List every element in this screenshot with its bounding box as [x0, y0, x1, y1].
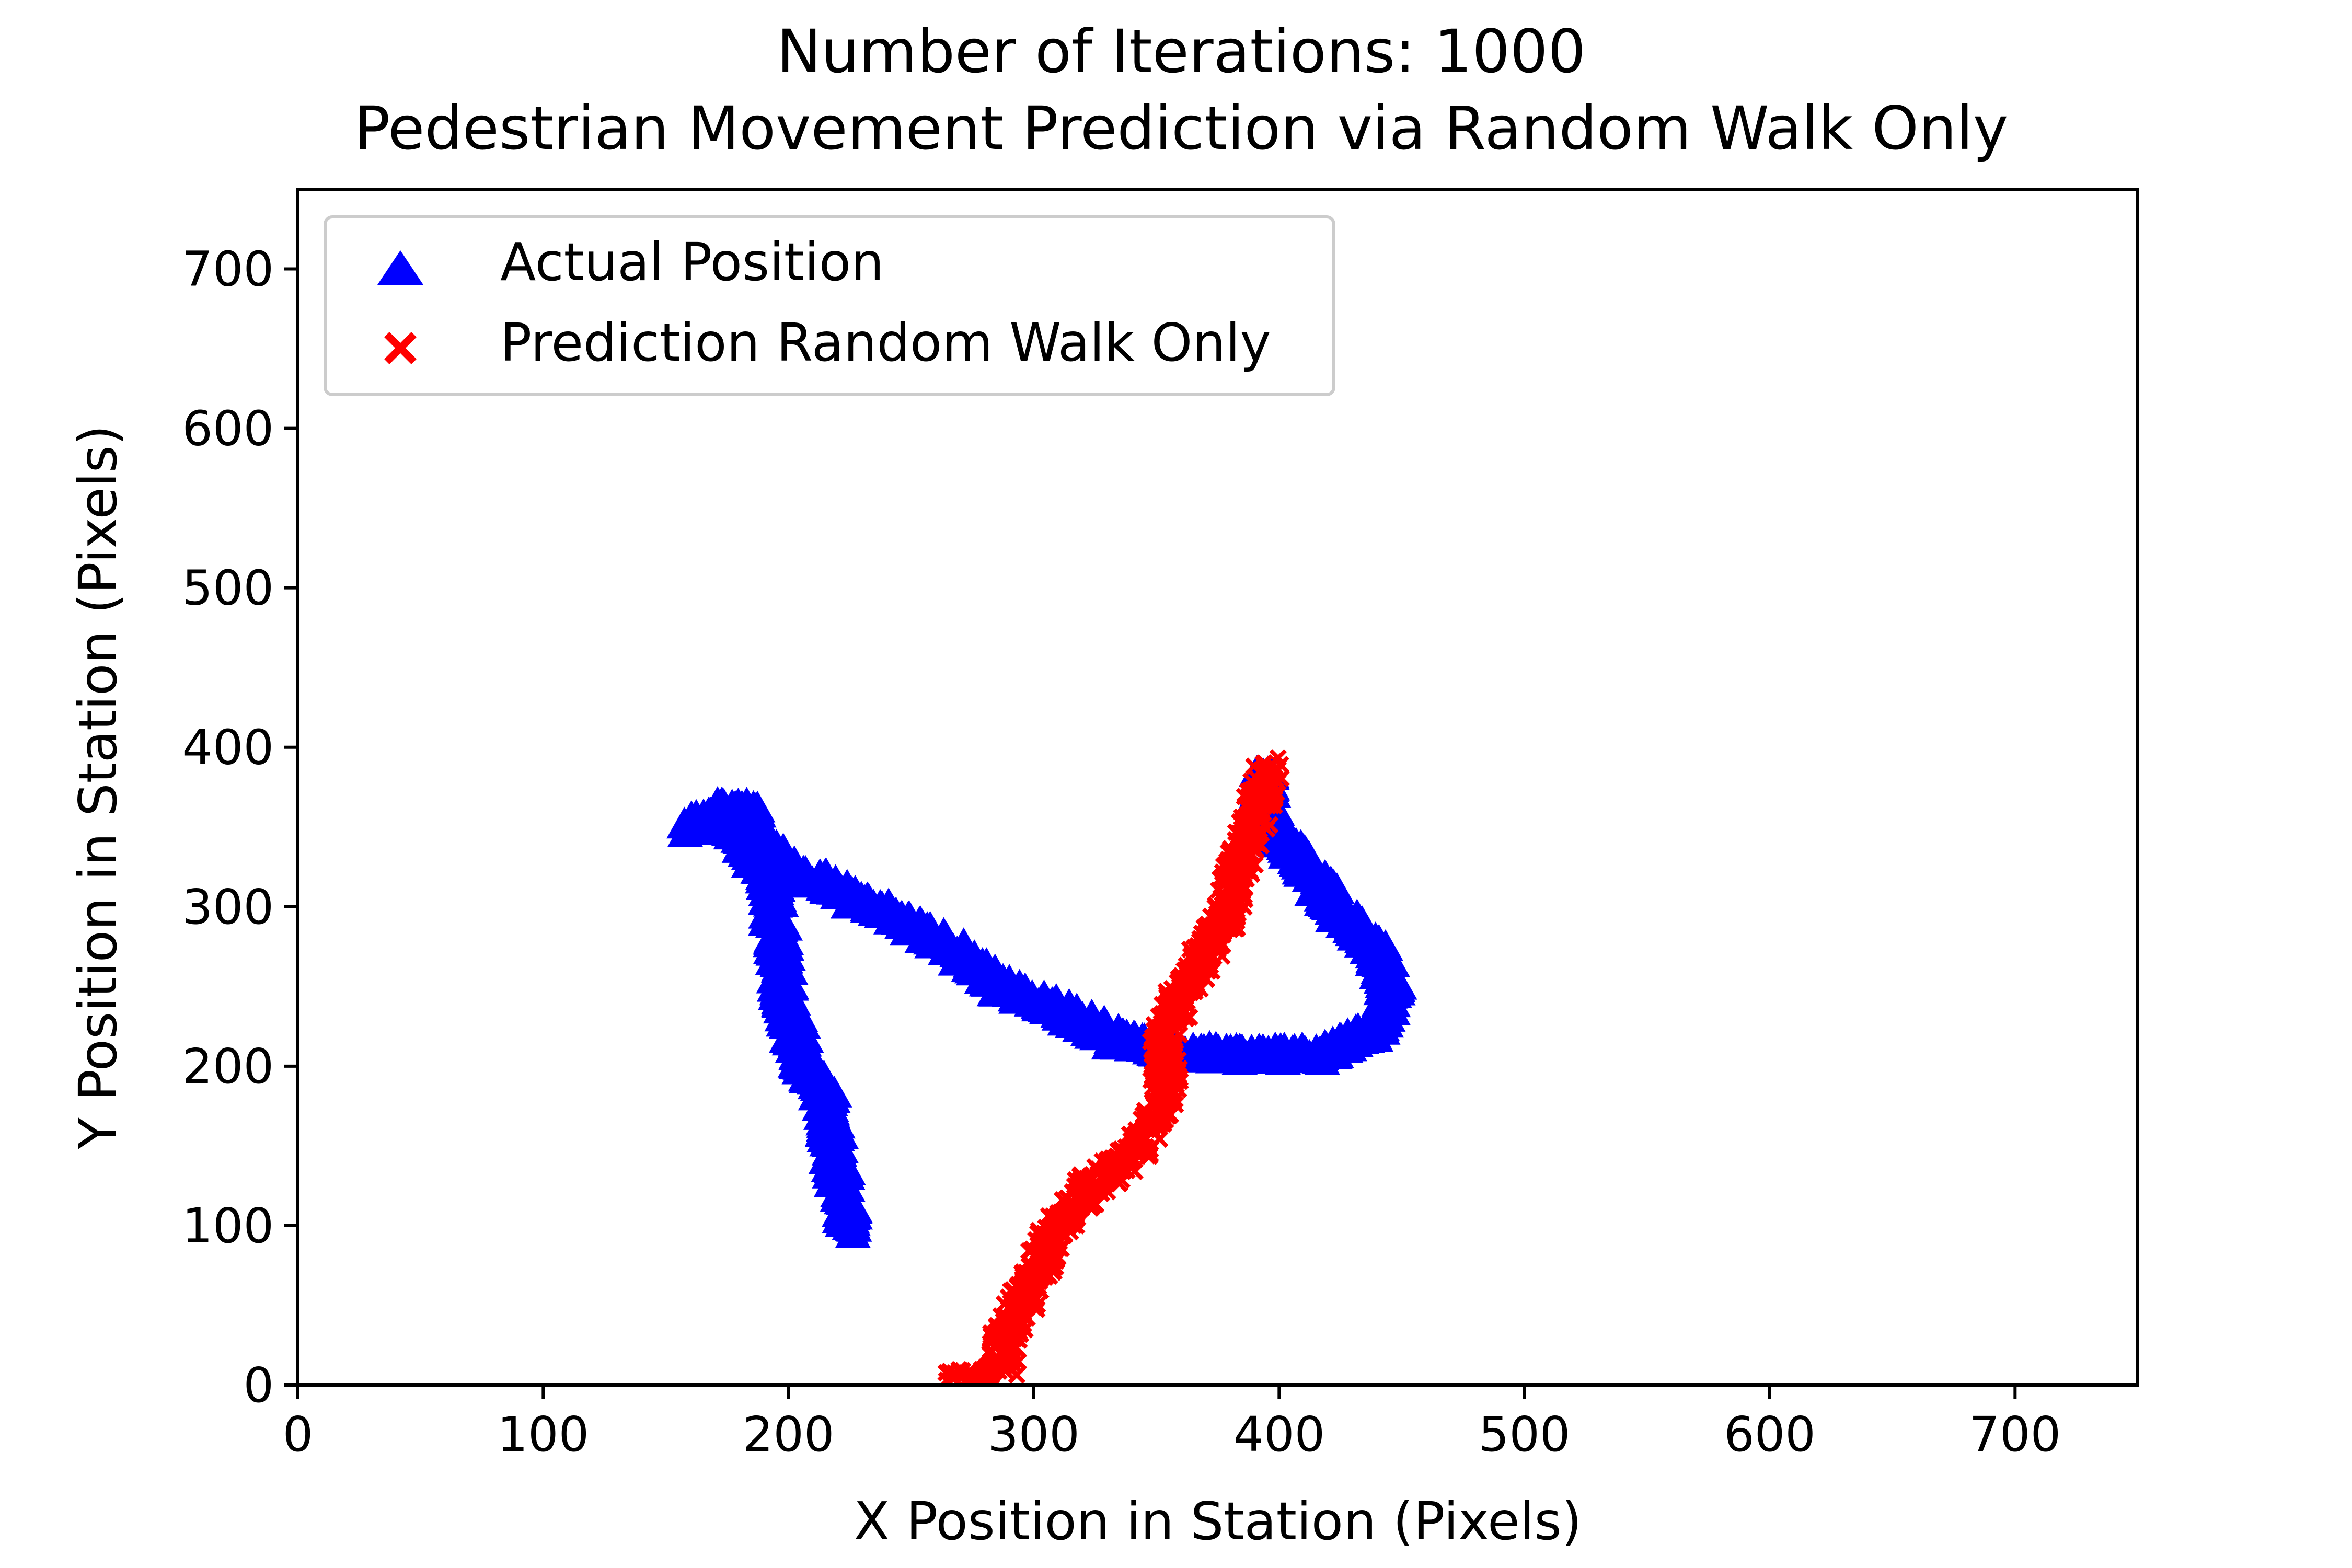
legend-label-actual: Actual Position: [500, 232, 884, 293]
prediction-point: [1008, 1366, 1026, 1384]
y-tick-label: 600: [182, 401, 274, 457]
prediction-point: [1008, 1295, 1027, 1313]
x-tick-label: 100: [498, 1406, 590, 1462]
x-tick-label: 400: [1233, 1406, 1325, 1462]
y-tick-label: 400: [182, 720, 274, 776]
x-axis-label: X Position in Station (Pixels): [854, 1491, 1582, 1552]
plot-frame: [296, 188, 2139, 1387]
actual-position-series: [666, 755, 1417, 1248]
prediction-point: [1272, 769, 1290, 787]
y-tick-label: 200: [182, 1039, 274, 1094]
legend-x-marker: [384, 332, 417, 364]
y-tick-label: 300: [182, 879, 274, 935]
prediction-point: [1064, 1183, 1081, 1201]
legend-box: [324, 215, 1335, 396]
y-tick-label: 500: [182, 560, 274, 616]
x-axis-ticks: 0 100 200 300 400 500 600 700: [283, 1385, 2061, 1462]
x-tick-label: 600: [1724, 1406, 1816, 1462]
legend-triangle-marker: [377, 250, 423, 285]
prediction-point: [1269, 749, 1287, 767]
chart-title-line-2: Pedestrian Movement Prediction via Rando…: [354, 94, 2009, 163]
y-tick-label: 0: [243, 1357, 274, 1413]
prediction-point: [1068, 1208, 1087, 1227]
x-tick-label: 0: [283, 1406, 314, 1462]
prediction-point: [981, 1345, 999, 1363]
prediction-point: [1255, 754, 1274, 772]
y-tick-label: 100: [182, 1198, 274, 1254]
legend: Actual Position Prediction Random Walk O…: [324, 215, 1335, 396]
legend-label-prediction: Prediction Random Walk Only: [500, 312, 1271, 373]
y-axis-ticks: 0 100 200 300 400 500 600 700: [182, 241, 298, 1413]
x-tick-label: 200: [743, 1406, 835, 1462]
chart-title-line-1: Number of Iterations: 1000: [777, 17, 1586, 86]
x-tick-label: 700: [1969, 1406, 2061, 1462]
prediction-series: [937, 749, 1290, 1385]
y-axis-label: Y Position in Station (Pixels): [67, 425, 129, 1150]
y-tick-label: 700: [182, 241, 274, 297]
plot-area: [666, 749, 1417, 1385]
x-tick-label: 500: [1479, 1406, 1571, 1462]
x-tick-label: 300: [988, 1406, 1080, 1462]
prediction-point: [1242, 865, 1261, 883]
